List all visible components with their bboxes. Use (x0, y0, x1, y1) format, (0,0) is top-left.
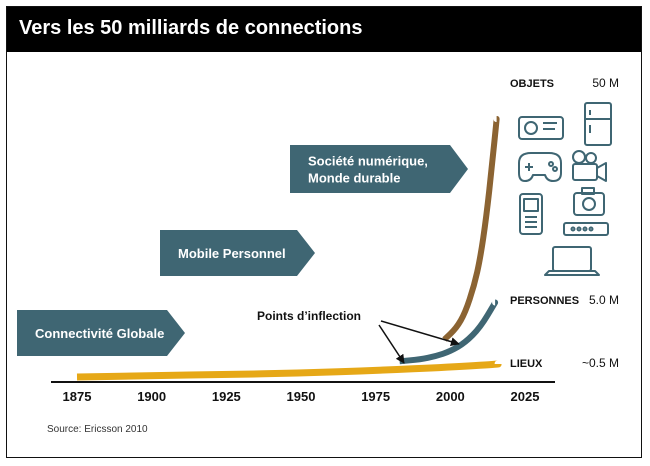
x-tick-label-2000: 2000 (436, 389, 465, 404)
series-value-personnes: 5.0 M (589, 293, 619, 307)
x-tick-label-1950: 1950 (287, 389, 316, 404)
x-tick-label-2025: 2025 (511, 389, 540, 404)
phase-label-3-line-2: Monde durable (308, 171, 400, 186)
x-tick-label-1875: 1875 (63, 389, 92, 404)
refrigerator-icon (584, 102, 612, 146)
gamepad-icon (518, 152, 562, 182)
series-label-objets: OBJETS (510, 78, 554, 90)
phase-label-2: Mobile Personnel (178, 246, 286, 261)
video-camera-icon (572, 150, 607, 182)
phase-label-1: Connectivité Globale (35, 326, 164, 341)
projector-icon (518, 116, 564, 140)
annotation-arrow-2 (380, 320, 460, 347)
chart-title: Vers les 50 milliards de connections (19, 17, 363, 39)
series-line-personnes (399, 299, 499, 365)
chart-frame: Vers les 50 milliards de connections Con… (6, 6, 642, 458)
x-tick-label-1925: 1925 (212, 389, 241, 404)
phase-arrow-2 (160, 230, 315, 276)
source-note: Source: Ericsson 2010 (47, 424, 148, 435)
x-tick-label-1900: 1900 (137, 389, 166, 404)
annotation-arrow-1 (378, 324, 405, 364)
phase-label-3-line-1: Société numérique, (308, 154, 428, 169)
series-line-lieux (76, 360, 502, 381)
annotation-label: Points d’inflection (257, 309, 361, 323)
laptop-icon (544, 246, 600, 276)
series-label-personnes: PERSONNES (510, 295, 579, 307)
x-tick-label-1975: 1975 (361, 389, 390, 404)
series-value-objets: 50 M (592, 76, 619, 90)
router-icon (563, 222, 609, 236)
phase-arrow-1 (17, 310, 185, 356)
phone-icon (519, 193, 543, 235)
photo-camera-icon (573, 187, 605, 216)
series-label-lieux: LIEUX (510, 358, 543, 370)
series-line-objets (442, 116, 500, 342)
series-value-lieux: ~0.5 M (582, 356, 619, 370)
phase-arrow-3 (290, 145, 468, 193)
title-bar: Vers les 50 milliards de connections (7, 7, 641, 52)
chart-svg: Connectivité Globale Mobile Personnel Soci… (17, 76, 619, 435)
